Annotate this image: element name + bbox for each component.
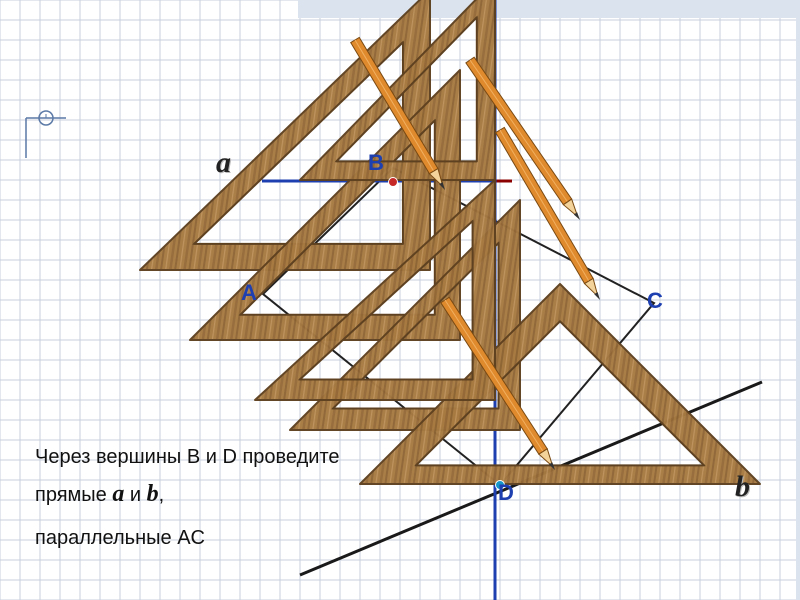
diagram-stage: a b A B C D Через вершины B и D проведите пря…: [0, 0, 800, 600]
label-A: A: [241, 280, 257, 306]
label-C: C: [647, 288, 663, 314]
label-a: a: [216, 146, 231, 180]
label-b: b: [735, 470, 750, 504]
label-B: B: [368, 150, 384, 176]
task-text: Через вершины B и D проведите прямые a и…: [35, 440, 355, 555]
label-D: D: [498, 480, 514, 506]
